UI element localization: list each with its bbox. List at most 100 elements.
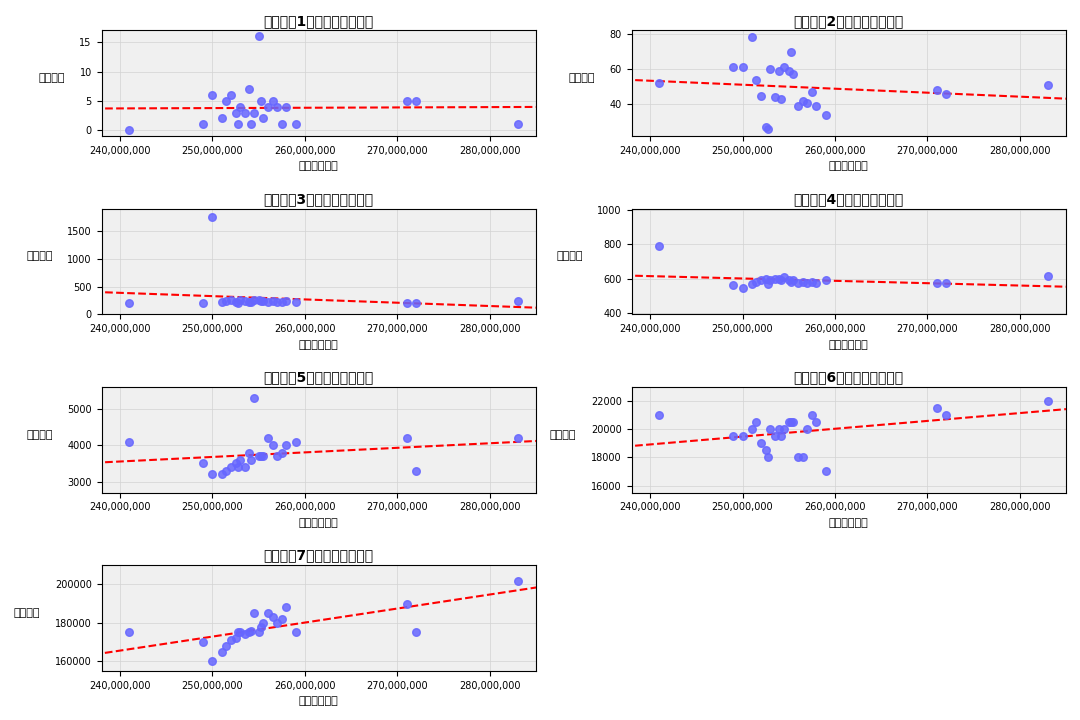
Point [227, 107, 244, 118]
Point [227, 632, 244, 644]
Point [241, 84, 258, 95]
Point [243, 296, 260, 307]
Point [397, 297, 415, 309]
Point [759, 451, 777, 463]
Point [766, 431, 783, 442]
Point [204, 655, 221, 667]
Point [121, 436, 138, 447]
Point [245, 608, 262, 619]
Point [204, 211, 221, 222]
Point [407, 95, 424, 107]
Point [245, 107, 262, 118]
Point [252, 451, 269, 462]
Point [782, 46, 799, 58]
Y-axis label: 当選本数: 当選本数 [550, 430, 577, 440]
Point [255, 451, 272, 462]
Point [273, 119, 291, 130]
Y-axis label: 当選本数: 当選本数 [14, 608, 40, 618]
Y-axis label: 当選本数: 当選本数 [26, 430, 53, 440]
Point [241, 446, 258, 458]
Point [785, 274, 802, 286]
Point [273, 613, 291, 625]
Point [798, 277, 815, 289]
Title: 販売額と2等当選本数の関係: 販売額と2等当選本数の関係 [794, 14, 904, 28]
Point [772, 94, 789, 105]
Point [766, 91, 783, 103]
Point [771, 423, 788, 435]
Point [794, 276, 811, 288]
Point [743, 32, 760, 43]
Point [772, 431, 789, 442]
Point [734, 431, 752, 442]
Point [259, 432, 276, 444]
Point [251, 626, 268, 638]
Point [287, 626, 305, 638]
Point [766, 273, 783, 284]
Point [761, 274, 779, 286]
Point [264, 295, 281, 307]
Point [237, 462, 254, 473]
Point [407, 297, 424, 309]
Point [278, 439, 295, 451]
Point [222, 89, 240, 101]
Point [734, 62, 752, 73]
Point [775, 271, 793, 282]
Title: 販売額と3等当選本数の関係: 販売額と3等当選本数の関係 [264, 192, 374, 206]
Point [757, 273, 774, 284]
Point [121, 626, 138, 638]
Point [241, 296, 258, 307]
Point [804, 86, 821, 98]
Point [937, 88, 955, 99]
Point [804, 276, 821, 288]
Point [782, 276, 799, 288]
Point [757, 122, 774, 133]
Point [218, 465, 235, 477]
Point [287, 297, 305, 308]
Point [227, 296, 244, 307]
Point [928, 402, 945, 414]
Point [243, 625, 260, 636]
Point [241, 626, 258, 638]
Point [251, 294, 268, 305]
X-axis label: 販売額（円）: 販売額（円） [299, 161, 339, 171]
Point [785, 68, 802, 80]
Point [251, 451, 268, 462]
Point [1039, 79, 1056, 91]
Point [245, 294, 262, 306]
Point [798, 97, 815, 109]
Point [269, 101, 286, 112]
Point [407, 626, 424, 638]
Point [757, 444, 774, 456]
Point [218, 640, 235, 652]
Point [509, 119, 526, 130]
Point [273, 446, 291, 458]
Point [222, 462, 240, 473]
Point [269, 451, 286, 462]
Point [213, 469, 230, 480]
Point [243, 454, 260, 466]
Point [789, 100, 807, 112]
Point [509, 575, 526, 586]
Point [818, 274, 835, 286]
Point [230, 119, 247, 130]
Point [218, 295, 235, 307]
Point [227, 458, 244, 469]
Point [747, 74, 765, 86]
Point [252, 295, 269, 307]
Point [794, 95, 811, 107]
Point [397, 598, 415, 609]
Point [204, 89, 221, 101]
Point [230, 297, 247, 309]
X-axis label: 販売額（円）: 販売額（円） [829, 161, 868, 171]
Point [780, 66, 797, 77]
Y-axis label: 当選本数: 当選本数 [26, 251, 53, 261]
Point [743, 278, 760, 289]
Point [397, 432, 415, 444]
Point [818, 109, 835, 121]
Point [278, 602, 295, 613]
Point [397, 95, 415, 107]
X-axis label: 販売額（円）: 販売額（円） [299, 340, 339, 350]
Point [252, 621, 269, 632]
Y-axis label: 当選本数: 当選本数 [556, 251, 583, 261]
Point [759, 278, 777, 289]
